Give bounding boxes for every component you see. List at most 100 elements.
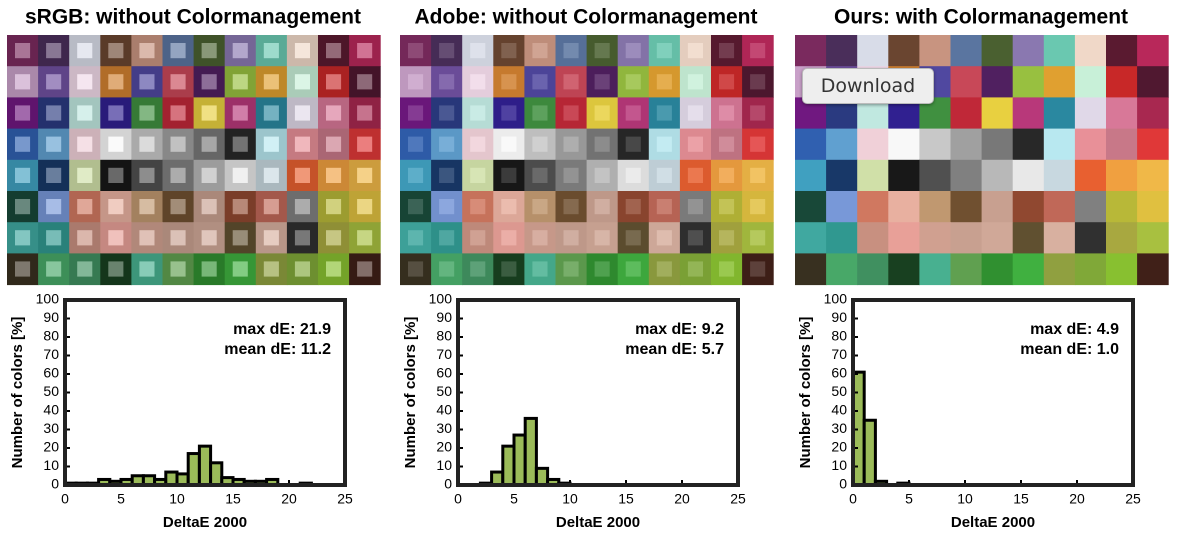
- color-patch: [826, 191, 858, 223]
- color-patch-inner: [294, 230, 310, 246]
- axes-box: [851, 298, 1135, 487]
- color-patch-inner: [501, 105, 517, 121]
- color-patch-inner: [139, 43, 155, 59]
- color-patch: [1043, 222, 1076, 254]
- color-patch: [1137, 159, 1169, 192]
- histogram-bar: [534, 466, 550, 487]
- x-tick-label: 20: [281, 491, 297, 507]
- y-tick-label: 0: [51, 476, 59, 492]
- x-tick-label: 10: [169, 491, 185, 507]
- color-patch-inner: [46, 43, 62, 59]
- color-patch-inner: [625, 105, 641, 121]
- y-tick-label: 30: [43, 420, 59, 436]
- y-tick-label: 100: [429, 291, 453, 307]
- color-patch-inner: [294, 167, 310, 183]
- color-patch-inner: [232, 105, 248, 121]
- color-patch-inner: [470, 199, 486, 215]
- color-patch-inner: [232, 261, 248, 277]
- y-tick-label: 70: [436, 346, 452, 362]
- download-button[interactable]: Download: [802, 68, 934, 104]
- color-patch-inner: [139, 105, 155, 121]
- axes-box: [456, 298, 740, 487]
- color-patch-inner: [532, 230, 548, 246]
- y-tick-label: 20: [831, 439, 847, 455]
- color-patch: [795, 35, 827, 67]
- color-patch-inner: [77, 136, 93, 152]
- color-patch-inner: [439, 230, 455, 246]
- color-patch: [950, 159, 983, 192]
- color-patch-inner: [594, 261, 610, 277]
- color-patch: [1106, 35, 1138, 67]
- y-tick-label: 50: [43, 383, 59, 399]
- color-patch-inner: [501, 199, 517, 215]
- color-patch-inner: [15, 230, 31, 246]
- color-patch-inner: [439, 43, 455, 59]
- color-patch-inner: [263, 43, 279, 59]
- color-patch: [857, 128, 889, 161]
- color-patch-inner: [532, 167, 548, 183]
- color-patch-inner: [201, 167, 217, 183]
- x-tick-label: 15: [1013, 491, 1029, 507]
- color-patch-inner: [201, 261, 217, 277]
- color-patch: [826, 253, 858, 286]
- color-patch: [1012, 66, 1045, 98]
- color-patch-inner: [408, 136, 424, 152]
- y-axis-label: Number of colors [%]: [402, 317, 419, 469]
- color-patch: [1106, 222, 1138, 254]
- color-patch-inner: [232, 136, 248, 152]
- color-patch-inner: [201, 136, 217, 152]
- color-patch-inner: [687, 167, 703, 183]
- color-patch: [1137, 66, 1169, 98]
- color-patch-inner: [46, 261, 62, 277]
- color-patch-inner: [357, 199, 373, 215]
- color-patch: [1106, 159, 1138, 192]
- color-patch-inner: [294, 261, 310, 277]
- y-tick-label: 100: [824, 291, 848, 307]
- color-patch: [1012, 191, 1045, 223]
- color-patch-inner: [532, 136, 548, 152]
- color-patch-inner: [625, 230, 641, 246]
- color-patch: [981, 35, 1014, 67]
- color-patch-inner: [439, 199, 455, 215]
- y-tick-label: 70: [831, 346, 847, 362]
- histogram-bar: [197, 444, 213, 487]
- color-patch-inner: [46, 167, 62, 183]
- color-patch: [950, 97, 983, 130]
- color-patch: [1137, 222, 1169, 254]
- color-patch: [950, 128, 983, 161]
- y-tick-label: 10: [831, 457, 847, 473]
- color-patch-inner: [656, 261, 672, 277]
- color-patch: [1106, 97, 1138, 130]
- color-patch: [1074, 66, 1107, 98]
- color-patch: [1043, 97, 1076, 130]
- color-patch-inner: [750, 43, 766, 59]
- color-patch: [950, 191, 983, 223]
- x-tick-label: 0: [849, 491, 857, 507]
- color-patch: [1012, 97, 1045, 130]
- color-patch: [888, 159, 920, 192]
- color-patch: [1043, 159, 1076, 192]
- color-patch: [888, 191, 920, 223]
- color-patch: [950, 35, 983, 67]
- color-patch-inner: [625, 74, 641, 90]
- color-patch-inner: [408, 261, 424, 277]
- color-patch: [826, 222, 858, 254]
- color-patch-inner: [470, 167, 486, 183]
- color-patch: [1106, 66, 1138, 98]
- color-patch-inner: [408, 43, 424, 59]
- color-patch-inner: [326, 43, 342, 59]
- color-patch-inner: [594, 74, 610, 90]
- color-patch-inner: [719, 105, 735, 121]
- annotation: max dE: 9.2: [635, 321, 724, 338]
- axes-box: [63, 298, 347, 487]
- color-patch-inner: [656, 199, 672, 215]
- color-patch: [826, 128, 858, 161]
- y-tick-label: 70: [43, 346, 59, 362]
- color-patch-inner: [532, 43, 548, 59]
- color-patch-inner: [108, 74, 124, 90]
- x-tick-label: 10: [562, 491, 578, 507]
- color-patch-inner: [625, 167, 641, 183]
- y-tick-label: 60: [43, 365, 59, 381]
- color-patch: [950, 253, 983, 286]
